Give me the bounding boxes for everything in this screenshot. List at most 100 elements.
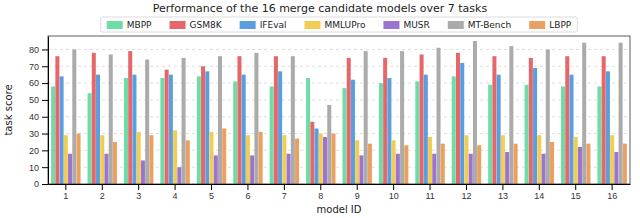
- bar: [124, 78, 128, 184]
- bar: [197, 76, 201, 184]
- bar: [182, 58, 186, 184]
- bar: [270, 86, 274, 184]
- plot-frame: [48, 36, 630, 184]
- bar: [441, 144, 445, 184]
- legend-label: MT-Bench: [468, 20, 511, 30]
- y-axis-title: task score: [3, 84, 14, 135]
- bar: [254, 53, 258, 184]
- bar: [460, 63, 464, 184]
- bar: [396, 154, 400, 184]
- bar: [77, 134, 81, 184]
- bar: [342, 88, 346, 184]
- x-tick-label: 5: [209, 191, 214, 201]
- x-tick-mark: [320, 184, 321, 190]
- bar: [109, 55, 113, 185]
- bar: [514, 144, 518, 184]
- x-tick: 15: [571, 184, 581, 201]
- series: [60, 63, 610, 184]
- x-tick-mark: [102, 184, 103, 190]
- x-tick: 6: [245, 184, 250, 201]
- bar: [278, 71, 282, 184]
- bar: [113, 142, 117, 184]
- y-tick: 30: [29, 129, 48, 139]
- bar: [359, 155, 363, 184]
- bar: [128, 51, 132, 184]
- bar: [383, 58, 387, 184]
- bar: [452, 76, 456, 184]
- legend-item: MMLUPro: [304, 20, 365, 30]
- bar: [242, 75, 246, 184]
- bar: [68, 154, 72, 184]
- legend-label: GSM8K: [190, 20, 223, 30]
- grid-line: [48, 66, 630, 67]
- y-tick-label: 70: [29, 62, 39, 72]
- x-tick-mark: [211, 184, 212, 190]
- legend-label: MMLUPro: [324, 20, 365, 30]
- bar: [173, 130, 177, 184]
- y-tick-mark: [42, 117, 48, 118]
- bar: [424, 75, 428, 184]
- x-tick-label: 16: [607, 191, 617, 201]
- bar: [351, 80, 355, 184]
- bar: [250, 155, 254, 184]
- bar: [477, 145, 481, 184]
- bar: [100, 135, 104, 184]
- bar: [237, 56, 241, 184]
- bar: [456, 53, 460, 184]
- bar: [132, 75, 136, 184]
- y-tick-mark: [42, 49, 48, 50]
- legend-swatch: [448, 21, 464, 29]
- bar: [619, 43, 623, 184]
- y-tick-label: 60: [29, 78, 39, 88]
- legend-item: MT-Bench: [448, 20, 511, 30]
- y-tick-mark: [42, 150, 48, 151]
- bar: [169, 75, 173, 184]
- x-tick-mark: [539, 184, 540, 190]
- bar: [505, 152, 509, 184]
- bar: [420, 55, 424, 185]
- x-tick-label: 12: [461, 191, 471, 201]
- bars: [51, 41, 627, 184]
- x-axis: 12345678910111213141516: [49, 184, 631, 201]
- legend-label: MUSR: [403, 20, 429, 30]
- legend-item: MBPP: [107, 20, 152, 30]
- bar: [218, 56, 222, 184]
- bar: [569, 75, 573, 184]
- bar: [497, 75, 501, 184]
- bar: [310, 122, 314, 184]
- x-axis-line: [49, 184, 631, 185]
- x-tick-label: 7: [282, 191, 287, 201]
- x-tick-label: 4: [173, 191, 178, 201]
- bar: [210, 132, 214, 184]
- x-tick-mark: [138, 184, 139, 190]
- bar: [533, 68, 537, 184]
- bar: [392, 140, 396, 184]
- x-tick-label: 13: [498, 191, 508, 201]
- y-tick: 60: [29, 78, 48, 88]
- x-tick-mark: [284, 184, 285, 190]
- bar: [282, 135, 286, 184]
- x-tick: 5: [209, 184, 214, 201]
- bar: [415, 81, 419, 184]
- grid-line: [48, 49, 630, 50]
- x-tick: 9: [355, 184, 360, 201]
- x-tick-label: 14: [534, 191, 544, 201]
- y-tick-label: 0: [34, 179, 39, 189]
- bar: [501, 135, 505, 184]
- legend-item: MUSR: [383, 20, 429, 30]
- y-tick-mark: [42, 167, 48, 168]
- bar: [428, 137, 432, 184]
- bar: [222, 129, 226, 185]
- legend-item: LBPP: [529, 20, 572, 30]
- bar: [186, 140, 190, 184]
- x-tick: 3: [136, 184, 141, 201]
- legend-swatch: [383, 21, 399, 29]
- y-tick-label: 10: [29, 163, 39, 173]
- x-tick-mark: [247, 184, 248, 190]
- x-tick-mark: [65, 184, 66, 190]
- bar: [537, 135, 541, 184]
- y-tick: 70: [29, 62, 48, 72]
- x-tick-label: 3: [136, 191, 141, 201]
- bar: [469, 154, 473, 184]
- x-tick-mark: [502, 184, 503, 190]
